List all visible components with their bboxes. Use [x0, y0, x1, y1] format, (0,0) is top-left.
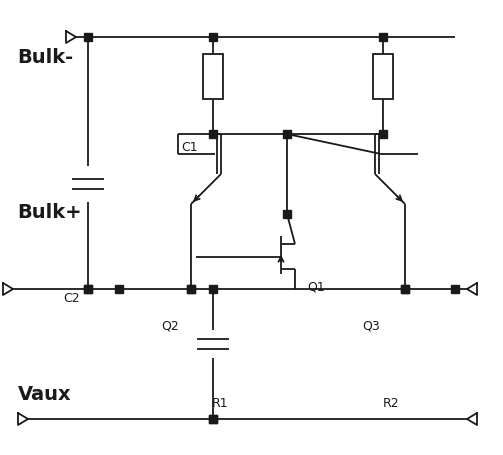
Text: C2: C2	[63, 291, 79, 304]
Text: Bulk+: Bulk+	[18, 202, 82, 222]
Text: Vaux: Vaux	[18, 384, 71, 404]
Bar	[203, 55, 223, 100]
Bar	[373, 55, 393, 100]
Text: R1: R1	[211, 396, 228, 409]
Text: R2: R2	[382, 396, 399, 409]
Text: Bulk-: Bulk-	[18, 48, 74, 67]
Text: Q2: Q2	[161, 318, 179, 332]
Text: C1: C1	[181, 141, 198, 154]
Text: Q1: Q1	[307, 280, 324, 293]
Text: Q3: Q3	[362, 318, 380, 332]
